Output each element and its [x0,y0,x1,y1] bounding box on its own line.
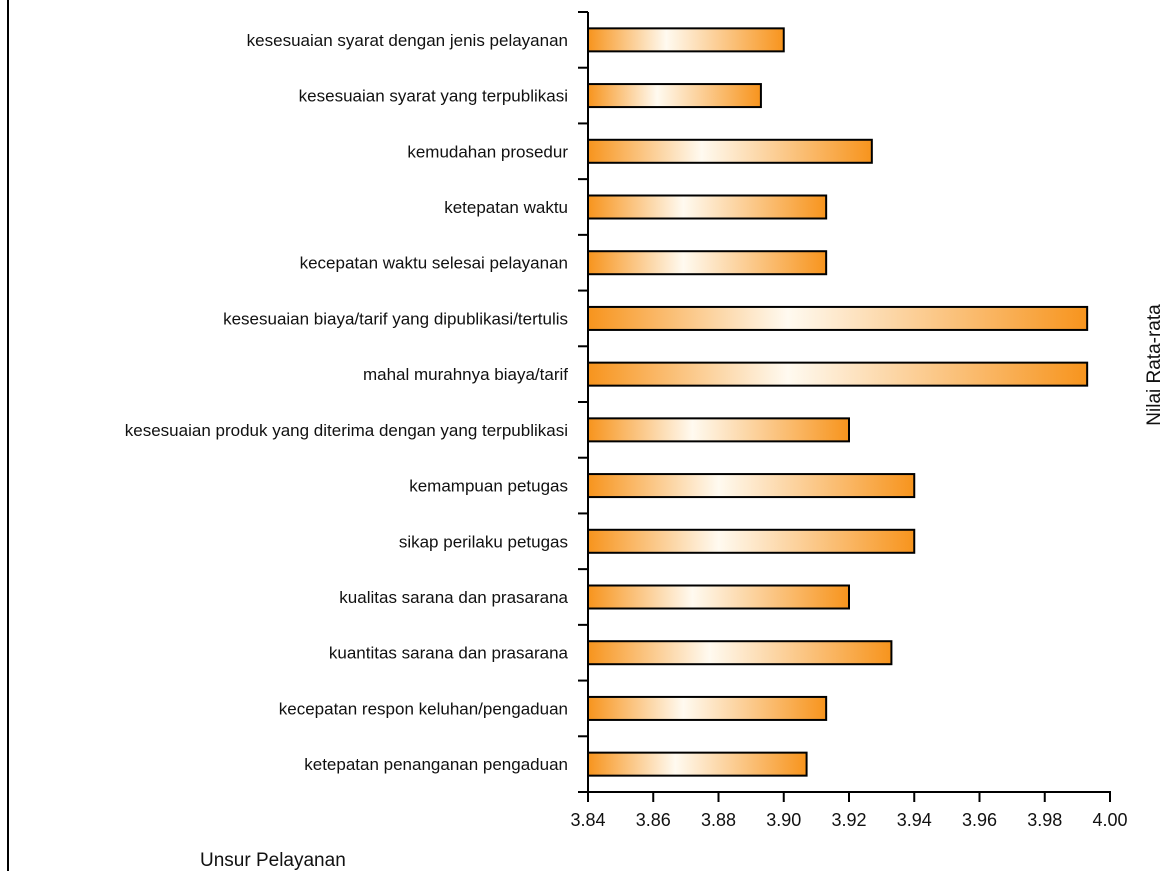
category-label: kesesuaian syarat dengan jenis pelayanan [247,31,568,50]
value-axis-title: Nilai Rata-rata [1144,304,1165,426]
category-axis-title: Unsur Pelayanan [200,850,346,871]
category-ticks-group [578,11,588,793]
bar [587,305,1089,331]
category-label: kesesuaian produk yang diterima dengan y… [125,421,568,440]
value-tick-label: 3.96 [962,810,997,830]
value-ticks-group: 3.84 3.86 3.88 3.90 3.92 3.94 3.96 3.98 4.00 [570,792,1128,830]
category-label: kualitas sarana dan prasarana [339,588,568,607]
bar [587,695,828,721]
value-tick-label: 3.94 [897,810,932,830]
value-tick-label: 3.92 [831,810,866,830]
bar [587,138,873,164]
bar [587,27,785,53]
category-label: kuantitas sarana dan prasarana [329,644,569,663]
value-tick-label: 3.90 [766,810,801,830]
category-label: kemudahan prosedur [407,142,568,161]
category-label: kesesuaian biaya/tarif yang dipublikasi/… [223,309,568,328]
category-label: mahal murahnya biaya/tarif [363,365,568,384]
category-label: kecepatan waktu selesai pelayanan [300,254,568,273]
bar [587,194,828,220]
bar [587,584,850,610]
category-labels-group: kesesuaian syarat dengan jenis pelayanan… [125,31,569,774]
value-tick-label: 3.86 [636,810,671,830]
bar [587,250,828,276]
value-tick-label: 3.98 [1027,810,1062,830]
category-label: ketepatan penanganan pengaduan [304,755,568,774]
category-label: kemampuan petugas [409,477,568,496]
bar [587,473,916,499]
bars-group [587,27,1089,777]
category-label: sikap perilaku petugas [399,532,568,551]
value-tick-label: 3.84 [570,810,605,830]
bar [587,417,850,443]
category-label: kesesuaian syarat yang terpublikasi [299,87,568,106]
bar [587,528,916,554]
category-label: kecepatan respon keluhan/pengaduan [279,699,568,718]
category-label: ketepatan waktu [444,198,568,217]
value-tick-label: 4.00 [1092,810,1127,830]
bar [587,83,762,109]
bar [587,361,1089,387]
bar [587,751,808,777]
value-tick-label: 3.88 [701,810,736,830]
bar [587,640,893,666]
